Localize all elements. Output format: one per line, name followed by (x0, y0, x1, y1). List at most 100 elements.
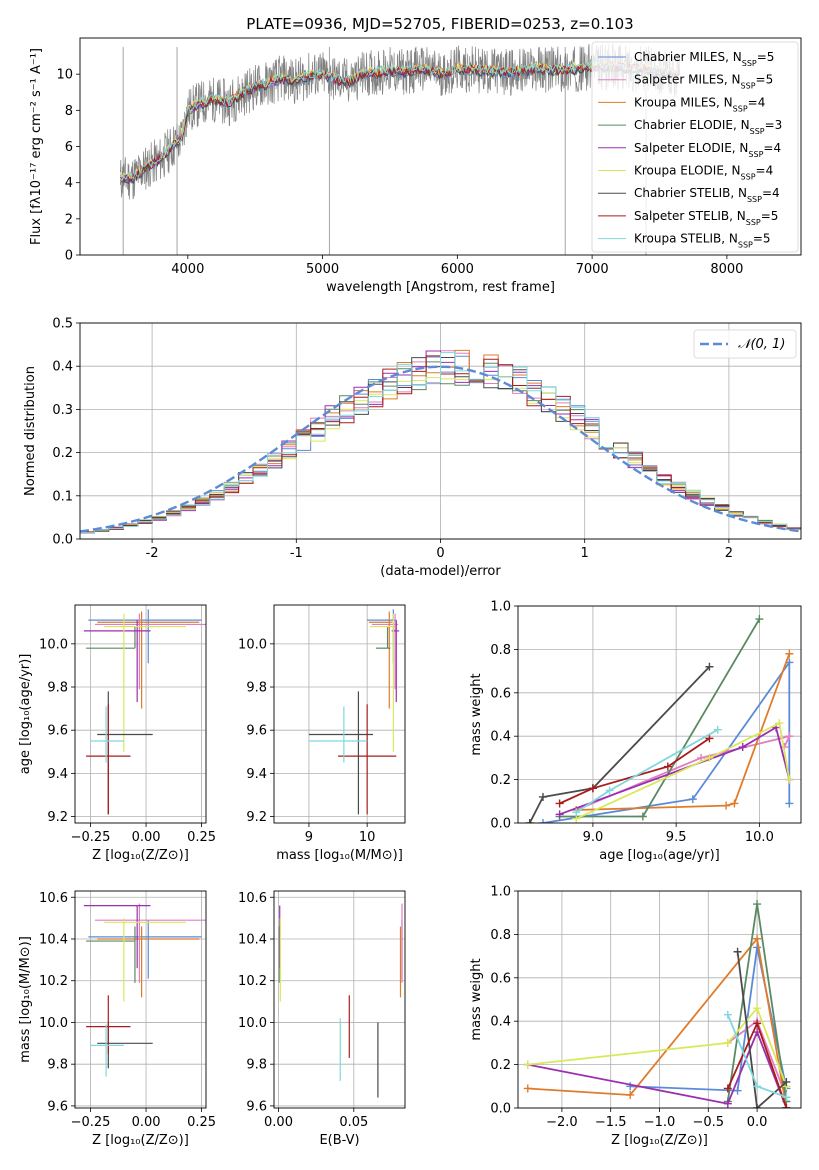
weight-vs-age-ylabel: mass weight (469, 673, 484, 755)
mass-vs-EBV-plot-area (278, 903, 403, 1098)
weight-vs-Z-ytick-label: 0.2 (490, 1058, 511, 1073)
weight-vs-age-series-line (576, 653, 791, 811)
weight-vs-age-point-marker (555, 799, 564, 808)
weight-vs-Z-point-marker (626, 1082, 635, 1091)
spectrum-ytick-label: 4 (65, 176, 73, 191)
mass-vs-EBV-xtick-label: 0.05 (339, 1115, 368, 1130)
residuals-xtick-label: 1 (581, 546, 589, 561)
mass-vs-Z-ytick-label: 10.0 (39, 1016, 68, 1031)
weight-vs-age-ytick-label: 0.0 (490, 817, 511, 832)
weight-vs-age-xtick-label: 9.0 (583, 830, 604, 845)
weight-vs-Z-point-marker (733, 947, 742, 956)
weight-vs-Z-point-marker (753, 1104, 762, 1108)
weight-vs-age-point-marker (785, 649, 794, 658)
age-vs-mass-plot-area (308, 609, 400, 815)
weight-vs-age-point-marker (785, 775, 794, 784)
mass-vs-Z-xlabel: Z [log₁₀(Z/Z⊙)] (92, 1133, 189, 1148)
spectrum-axes: 4000 5000 6000 7000 8000 0 2 4 6 8 10 wavelength [A… (29, 48, 743, 295)
residual-histogram (80, 361, 801, 533)
spectrum-xtick-label: 5000 (306, 262, 339, 277)
age-vs-Z-ytick-label: 9.8 (47, 681, 68, 696)
mass-vs-Z-xtick-label: 0.00 (132, 1115, 161, 1130)
weight-vs-age-ytick-label: 1.0 (490, 600, 511, 615)
weight-vs-Z-point-marker (753, 1082, 762, 1091)
residual-legend: 𝒩(0, 1) (693, 329, 797, 359)
residuals-xtick-label: 2 (725, 546, 733, 561)
weight-vs-Z-ytick-label: 0.0 (490, 1102, 511, 1117)
age-vs-mass-ytick-label: 9.6 (246, 724, 267, 739)
age-vs-mass-ytick-label: 10.0 (238, 637, 267, 652)
spectrum-legend-label: Salpeter MILES, NSSP=5 (634, 73, 773, 91)
mass-vs-EBV-ytick-label: 10.2 (238, 974, 267, 989)
weight-vs-age-point-marker (525, 819, 534, 823)
weight-vs-Z-point-marker (733, 1086, 742, 1095)
weight-vs-Z-ytick-label: 0.6 (490, 971, 511, 986)
age-vs-mass-xlabel: mass [log₁₀(M/M⊙)] (276, 848, 403, 863)
spectrum-legend-label: Kroupa ELODIE, NSSP=4 (634, 164, 773, 182)
weight-vs-Z-series-line (527, 1006, 788, 1087)
weight-vs-age-point-marker (705, 662, 714, 671)
weight-vs-Z-ytick-label: 0.4 (490, 1015, 511, 1030)
normal-curve (80, 365, 801, 533)
weight-vs-Z-point-marker (753, 1019, 762, 1028)
weight-vs-Z-point-marker (753, 943, 762, 952)
residual-histogram (80, 355, 801, 533)
residual-histogram (80, 352, 801, 534)
age-vs-Z-xtick-label: −0.25 (71, 830, 111, 845)
age-vs-Z-xtick-label: 0.00 (132, 830, 161, 845)
weight-vs-age-plot-area (525, 615, 794, 823)
spectrum-legend: Chabrier MILES, NSSP=5 Salpeter MILES, NS… (591, 41, 799, 253)
residuals-xtick-label: -2 (146, 546, 159, 561)
mass-vs-Z-ytick-label: 9.6 (47, 1099, 68, 1114)
residual-histogram (80, 350, 801, 533)
weight-vs-age-xlabel: age [log₁₀(age/yr)] (599, 848, 720, 863)
residuals-xtick-label: -1 (290, 546, 303, 561)
spectrum-xtick-label: 4000 (171, 262, 204, 277)
age-vs-mass-ytick-label: 9.2 (246, 810, 267, 825)
spectrum-legend-label: Kroupa MILES, NSSP=4 (634, 95, 765, 113)
mass-vs-EBV-axes: 0.00 0.05 9.6 9.8 10.0 10.2 10.4 10.6 E(B-V) (238, 891, 405, 1148)
residual-histogram (80, 376, 801, 533)
weight-vs-Z-point-marker (723, 1010, 732, 1019)
mass-vs-Z-xtick-label: −0.25 (71, 1115, 111, 1130)
age-vs-mass-ytick-label: 9.8 (246, 681, 267, 696)
mass-vs-Z-xtick-label: 0.25 (187, 1115, 216, 1130)
mass-vs-Z-axes: −0.25 0.00 0.25 9.6 9.8 10.0 10.2 10.4 10.6 Z [lo… (18, 891, 216, 1148)
weight-vs-Z-xtick-label: 0.0 (747, 1115, 768, 1130)
age-vs-Z-ytick-label: 9.6 (47, 724, 68, 739)
weight-vs-Z-series-line (736, 951, 787, 1108)
weight-vs-age-xtick-label: 10.0 (745, 830, 774, 845)
spectrum-legend-box (591, 41, 799, 253)
spectrum-ytick-label: 0 (65, 249, 73, 264)
weight-vs-Z-point-marker (723, 1038, 732, 1047)
age-vs-mass-xtick-label: 9 (305, 830, 313, 845)
weight-vs-Z-point-marker (782, 1077, 791, 1086)
spectrum-legend-label: Chabrier ELODIE, NSSP=3 (634, 118, 782, 136)
weight-vs-Z-point-marker (782, 1093, 791, 1102)
spectrum-ytick-label: 2 (65, 212, 73, 227)
weight-vs-Z-point-marker (753, 934, 762, 943)
age-vs-mass-xtick-label: 10 (359, 830, 376, 845)
residual-histogram (80, 355, 801, 534)
weight-vs-Z-xtick-label: −1.0 (644, 1115, 676, 1130)
age-vs-Z-ylabel: age [log₁₀(age/yr)] (18, 654, 33, 775)
weight-vs-age-ytick-label: 0.8 (490, 643, 511, 658)
spectrum-xtick-label: 7000 (576, 262, 609, 277)
weight-vs-Z-point-marker (523, 1084, 532, 1093)
residual-legend-label: 𝒩(0, 1) (738, 337, 785, 352)
mass-vs-Z-ytick-label: 10.4 (39, 932, 68, 947)
mass-vs-EBV-ytick-label: 10.0 (238, 1016, 267, 1031)
weight-vs-age-point-marker (785, 799, 794, 808)
weight-vs-Z-xtick-label: −1.5 (595, 1115, 627, 1130)
weight-vs-Z-point-marker (626, 1090, 635, 1099)
spectrum-legend-label: Chabrier STELIB, NSSP=4 (634, 186, 780, 204)
age-vs-Z-ytick-label: 9.4 (47, 767, 68, 782)
weight-vs-age-xtick-label: 9.5 (666, 830, 687, 845)
weight-vs-age-point-marker (697, 753, 706, 762)
spectrum-xtick-label: 6000 (441, 262, 474, 277)
weight-vs-age-point-marker (705, 734, 714, 743)
weight-vs-age-point-marker (663, 762, 672, 771)
weight-vs-age-point-marker (538, 819, 547, 823)
weight-vs-age-series-line (559, 737, 710, 805)
mass-vs-Z-ytick-label: 10.6 (39, 891, 68, 906)
